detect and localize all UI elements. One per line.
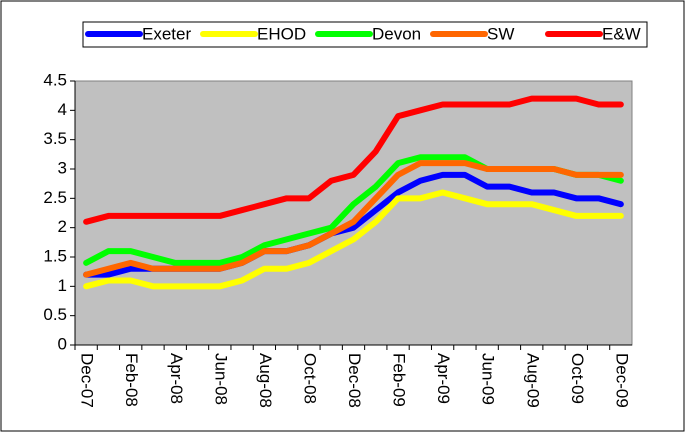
y-tick-label: 3.5 — [43, 129, 67, 148]
y-tick-label: 0.5 — [43, 305, 67, 324]
y-tick-label: 0 — [58, 334, 67, 353]
y-tick-label: 1.5 — [43, 246, 67, 265]
legend-label: Devon — [372, 24, 421, 43]
y-tick-label: 4.5 — [43, 70, 67, 89]
x-tick-label: Aug-09 — [523, 353, 542, 408]
line-series — [83, 189, 624, 290]
x-tick-label: Oct-08 — [300, 353, 319, 404]
x-tick-label: Dec-08 — [345, 353, 364, 408]
y-tick-label: 2 — [58, 217, 67, 236]
x-tick-label: Feb-09 — [390, 353, 409, 407]
y-tick-label: 3 — [58, 158, 67, 177]
x-tick-label: Dec-09 — [612, 353, 631, 408]
x-tick-label: Apr-08 — [167, 353, 186, 404]
y-tick-label: 2.5 — [43, 188, 67, 207]
legend-label: E&W — [602, 24, 641, 43]
x-tick-label: Apr-09 — [434, 353, 453, 404]
x-tick-label: Jun-09 — [479, 353, 498, 405]
x-tick-label: Dec-07 — [78, 353, 97, 408]
x-tick-label: Jun-08 — [211, 353, 230, 405]
x-tick-label: Aug-08 — [256, 353, 275, 408]
x-tick-label: Oct-09 — [568, 353, 587, 404]
line-series — [83, 160, 624, 278]
line-series — [83, 95, 624, 225]
y-tick-label: 1 — [58, 276, 67, 295]
legend-label: EHOD — [257, 24, 306, 43]
legend-label: SW — [487, 24, 514, 43]
y-tick-label: 4 — [58, 100, 67, 119]
x-tick-label: Feb-08 — [122, 353, 141, 407]
legend-label: Exeter — [142, 24, 191, 43]
